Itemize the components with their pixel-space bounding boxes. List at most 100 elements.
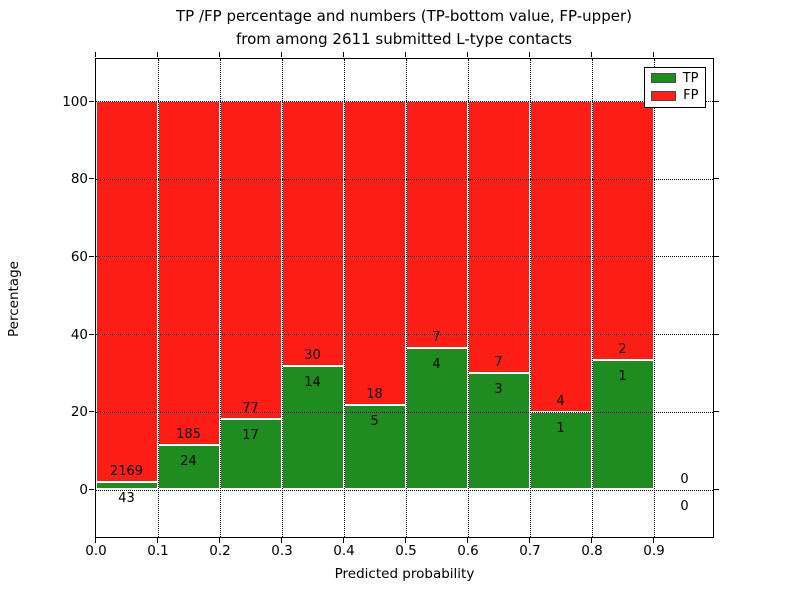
x-tick-label: 0.9 [643,543,665,559]
x-tick-top [467,52,468,57]
x-tick-top [95,52,96,57]
y-tick-right [714,333,719,335]
bar-segment-tp [281,366,344,490]
y-tick-left [89,255,94,257]
bar-segment-tp [157,444,220,490]
x-gridline [653,58,655,537]
x-tick-label: 0.8 [581,543,603,559]
x-tick-bottom [653,538,654,543]
bar-segment-tp [467,372,530,490]
y-tick-label: 80 [70,171,88,188]
x-tick-bottom [529,538,530,543]
fp-count-label: 185 [176,426,201,442]
y-tick-left [89,100,94,102]
x-gridline [343,58,345,537]
x-gridline [281,58,283,537]
y-tick-left [89,411,94,413]
tp-count-label: 1 [618,369,627,385]
x-gridline [591,58,593,537]
bar-segment-fp [529,101,592,412]
fp-count-label: 30 [304,348,321,363]
bar-segment-fp [95,101,158,483]
x-tick-label: 0.0 [85,543,107,559]
y-gridline [95,256,713,258]
x-tick-top [219,52,220,57]
x-tick-label: 0.6 [457,543,479,559]
y-tick-right [714,255,719,257]
legend-item-tp: TP [650,70,699,86]
x-tick-top [281,52,282,57]
x-tick-label: 0.5 [395,543,417,559]
fp-color-swatch-icon [650,90,677,101]
x-tick-top [653,52,654,57]
x-tick-top [405,52,406,57]
fp-count-label: 2169 [109,464,144,480]
ticks-layer [89,52,719,543]
x-tick-bottom [467,538,468,543]
y-gridline [95,334,713,336]
legend-label-tp: TP [682,70,699,86]
x-tick-label: 0.1 [147,543,169,559]
y-tick-left [89,178,94,180]
tp-count-label: 1 [556,420,565,436]
y-axis-label: Percentage [6,261,22,337]
x-tick-bottom [281,538,282,543]
x-gridline [219,58,221,537]
bars-layer [95,59,713,537]
x-tick-label: 0.7 [519,543,541,559]
y-gridline [95,101,713,103]
bar-segment-tp [405,348,468,490]
fp-count-label: 4 [556,393,565,409]
fp-count-label: 2 [618,342,627,358]
bar-segment-tp [95,482,158,490]
bar-segment-tp [529,411,592,490]
bar-segment-tp [343,405,406,490]
chart-title-line1: TP /FP percentage and numbers (TP-bottom… [176,7,632,25]
bar-labels-layer: 2169 43 185 24 77 17 30 14 18 5 7 4 7 3 4 1 2 1 0 0 [96,59,713,537]
fp-count-label: 77 [242,401,259,417]
x-tick-bottom [157,538,158,543]
tp-count-label: 14 [304,375,321,390]
x-tick-top [529,52,530,57]
y-gridline [95,178,713,180]
bar-segment-fp [343,101,406,406]
y-tick-label: 60 [70,248,88,265]
x-tick-bottom [219,538,220,543]
x-gridline [467,58,469,537]
x-tick-label: 0.4 [333,543,355,559]
x-tick-bottom [95,538,96,543]
x-tick-top [343,52,344,57]
tp-count-label: 24 [180,453,197,469]
y-tick-label: 100 [62,93,88,110]
bar-segment-fp [219,101,282,420]
legend-item-fp: FP [650,88,699,104]
y-gridline [95,411,713,413]
tp-count-label: 43 [118,491,135,507]
x-gridline [405,58,407,537]
fp-count-label: 7 [494,354,503,370]
x-gridline [157,58,159,537]
grid-layer [95,58,713,537]
y-tick-right [714,178,719,180]
y-tick-label: 20 [70,404,88,421]
y-gridline [95,489,713,491]
y-tick-left [89,333,94,335]
tp-count-label: 17 [242,428,259,444]
y-tick-right [714,489,719,490]
x-tick-bottom [405,538,406,543]
y-tick-left [89,489,94,490]
bar-segment-fp [591,101,654,361]
tp-count-label: 3 [494,381,503,397]
bar-segment-fp [281,101,344,366]
tp-color-swatch-icon [650,73,676,84]
legend-label-fp: FP [683,88,699,104]
fp-count-label: 18 [366,387,383,403]
tp-count-label: 0 [680,498,689,514]
x-tick-top [157,52,158,57]
tp-count-label: 4 [432,357,441,373]
plot-area: 2169 43 185 24 77 17 30 14 18 5 7 4 7 3 4 1 2 1 0 0 TP FP [89,52,719,543]
x-gridline [529,58,531,537]
chart-title: TP /FP percentage and numbers (TP-bottom… [0,5,800,51]
x-tick-label: 0.3 [271,543,293,559]
fp-count-label: 7 [432,330,441,346]
